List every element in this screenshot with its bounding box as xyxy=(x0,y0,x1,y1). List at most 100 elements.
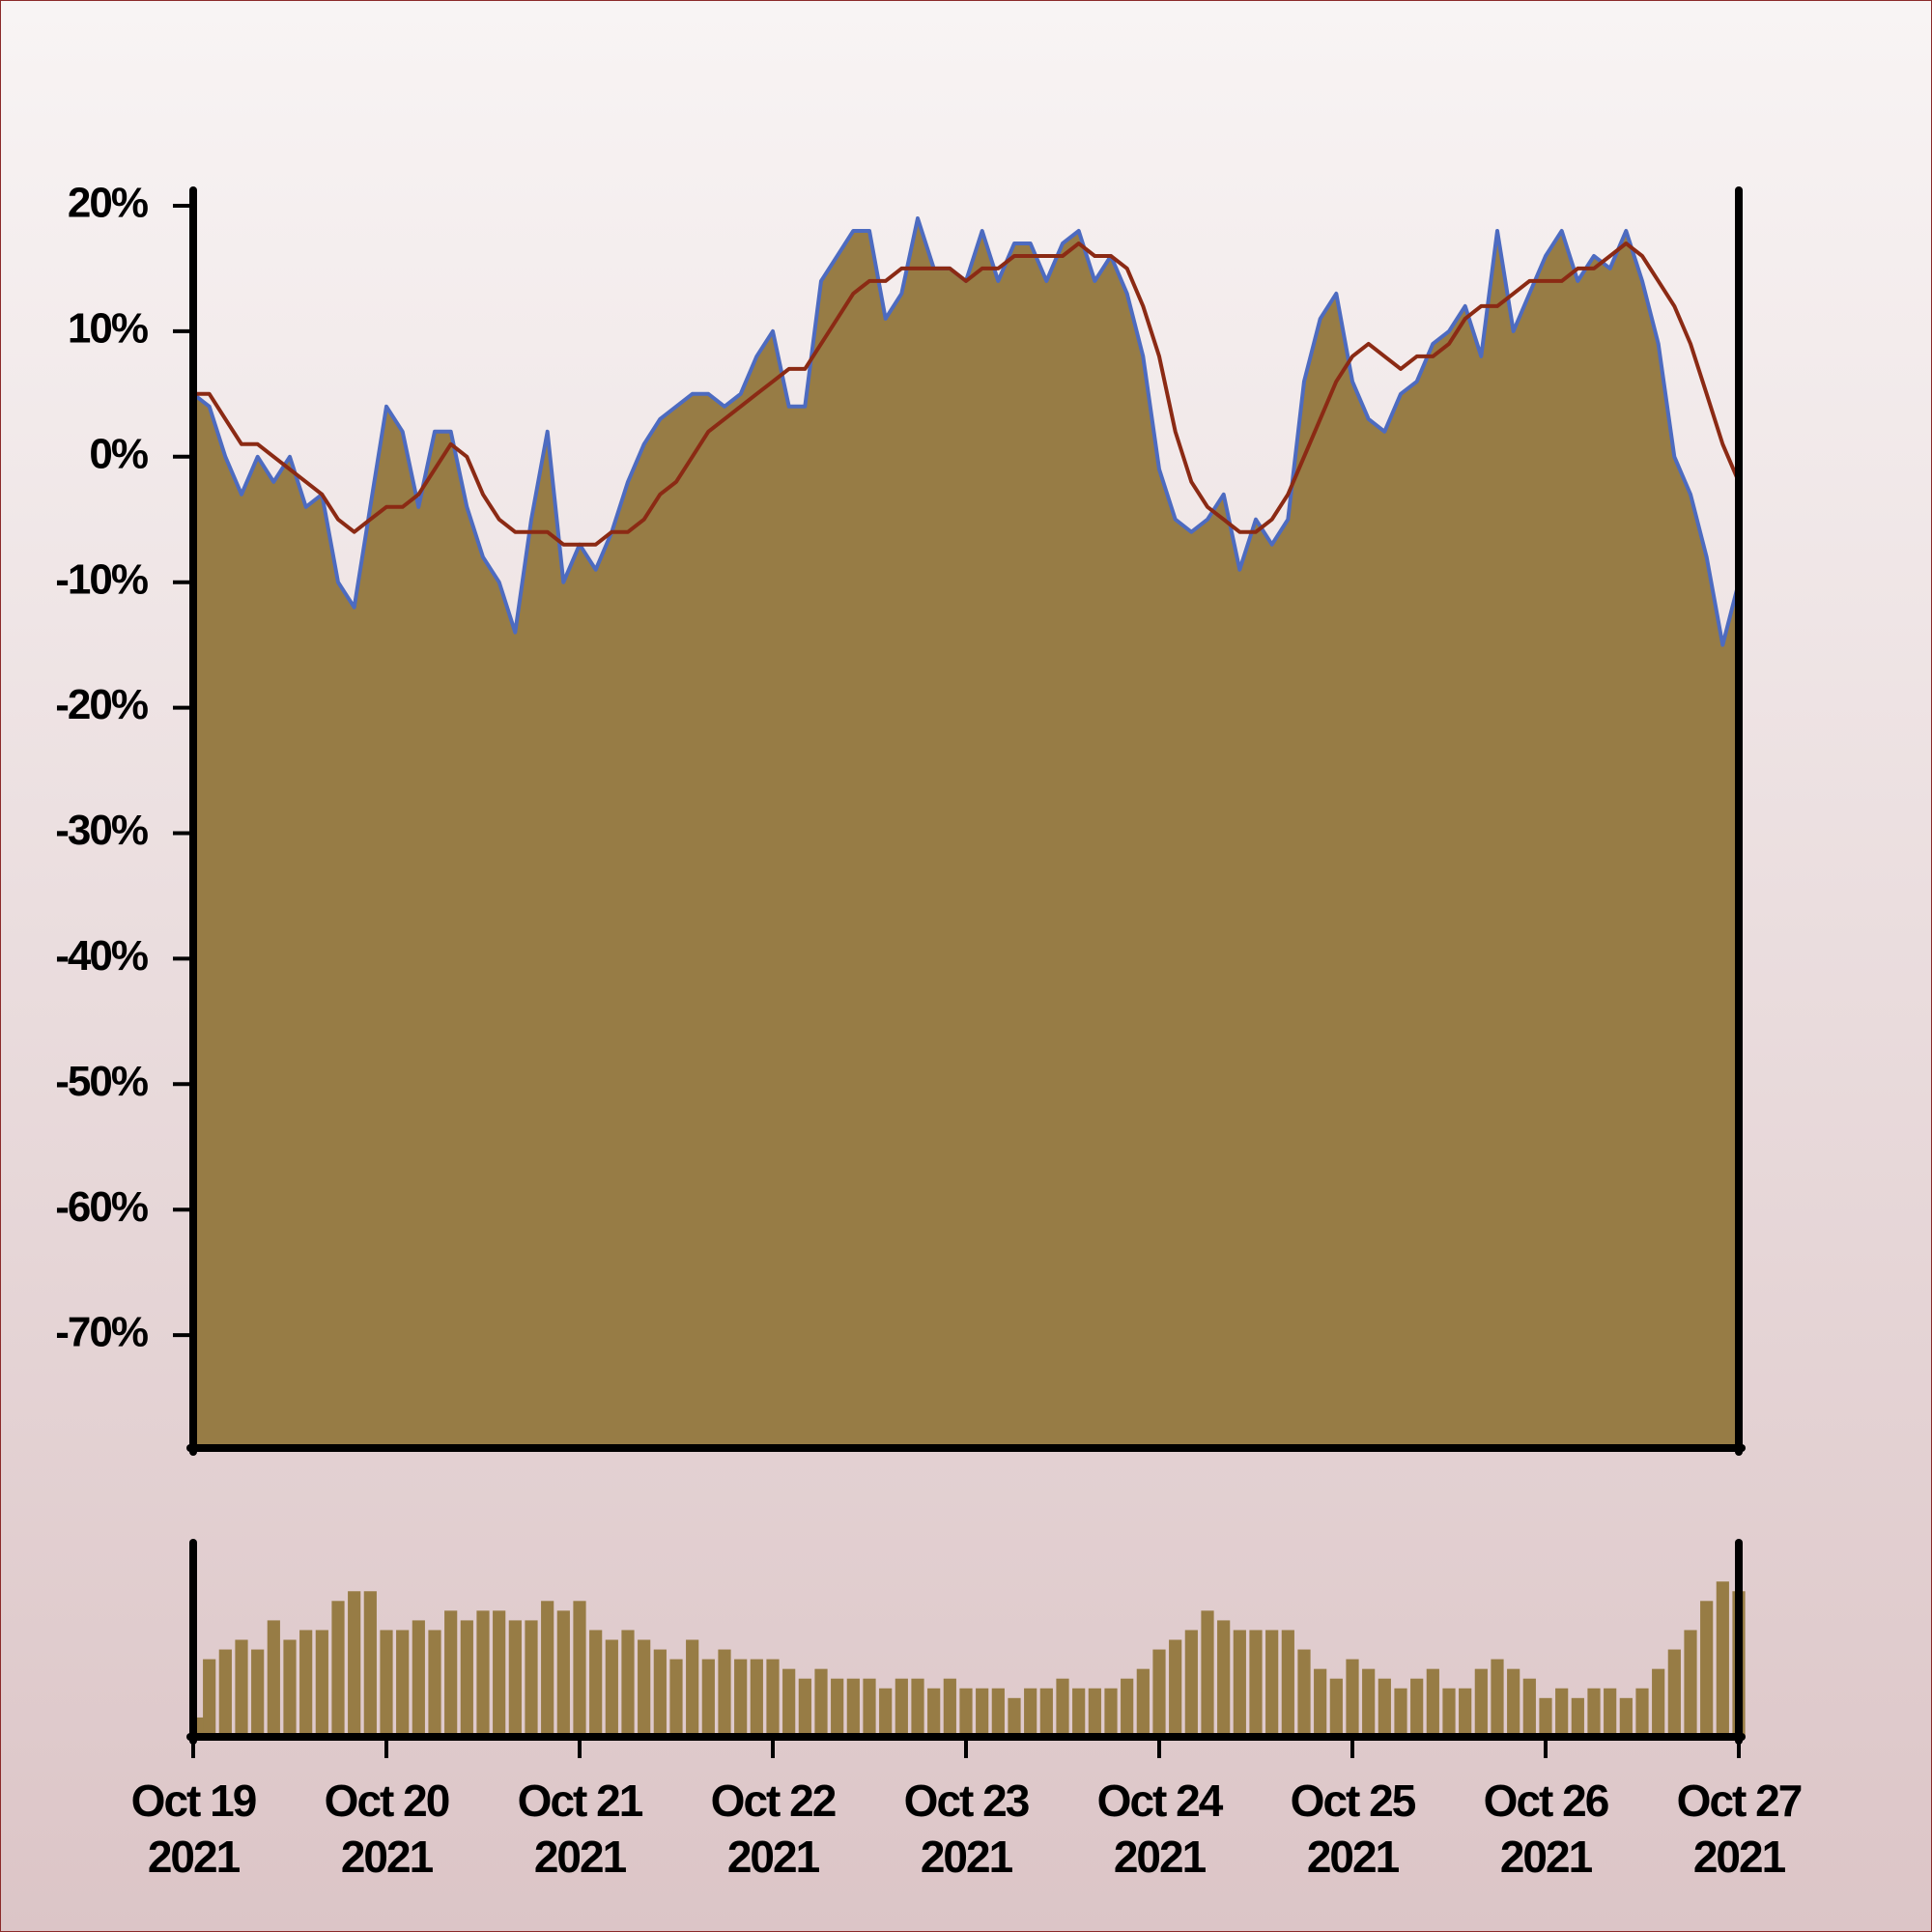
volume-bar xyxy=(203,1659,216,1737)
volume-bar xyxy=(556,1610,570,1737)
volume-bar xyxy=(605,1639,618,1737)
moving-average-line xyxy=(193,242,1741,547)
volume-bar xyxy=(1024,1688,1037,1737)
volume-bar xyxy=(1700,1601,1714,1737)
volume-bar xyxy=(1362,1668,1376,1737)
volume-bar xyxy=(493,1610,506,1737)
volume-bar xyxy=(1410,1678,1424,1737)
x-tick-label: Oct 21 2021 xyxy=(517,1776,644,1882)
y-tick-label: 0% xyxy=(89,430,147,477)
volume-bar xyxy=(959,1688,973,1737)
volume-bar xyxy=(1008,1697,1021,1737)
volume-bar xyxy=(1604,1688,1617,1737)
volume-bar xyxy=(1459,1688,1472,1737)
volume-bar xyxy=(1635,1688,1649,1737)
volume-bar xyxy=(218,1649,232,1737)
volume-bar xyxy=(1667,1649,1681,1737)
volume-bar xyxy=(235,1639,248,1737)
x-tick-label: Oct 26 2021 xyxy=(1483,1776,1610,1882)
x-tick-label: Oct 19 2021 xyxy=(130,1776,258,1882)
volume-bar xyxy=(1281,1630,1294,1737)
volume-bar xyxy=(863,1678,876,1737)
volume-bar xyxy=(1233,1630,1246,1737)
volume-bar xyxy=(508,1620,522,1737)
volume-bar xyxy=(315,1630,328,1737)
volume-bar xyxy=(927,1688,941,1737)
volume-bar xyxy=(1491,1659,1504,1737)
volume-bar xyxy=(428,1630,441,1737)
volume-bar xyxy=(814,1668,828,1737)
volume-bar xyxy=(589,1630,603,1737)
volume-bar xyxy=(1184,1630,1198,1737)
volume-bar xyxy=(1104,1688,1118,1737)
volume-bar xyxy=(380,1630,393,1737)
volume-bar xyxy=(718,1649,731,1737)
volume-bar xyxy=(1297,1649,1311,1737)
area xyxy=(193,218,1739,1448)
volume-bar xyxy=(1652,1668,1665,1737)
volume-bar xyxy=(396,1630,410,1737)
volume-bar xyxy=(798,1678,811,1737)
volume-bar xyxy=(460,1620,473,1737)
volume-bar xyxy=(943,1678,956,1737)
x-tick-label: Oct 22 2021 xyxy=(710,1776,838,1882)
volume-bar xyxy=(1169,1639,1182,1737)
volume-bar xyxy=(1619,1697,1633,1737)
volume-bar xyxy=(621,1630,635,1737)
volume-bar xyxy=(1201,1610,1214,1737)
volume-bar xyxy=(267,1620,280,1737)
x-tick-label: Oct 24 2021 xyxy=(1096,1776,1224,1882)
volume-bar xyxy=(1249,1630,1263,1737)
y-tick-label: 20% xyxy=(68,180,148,227)
volume-bar xyxy=(1329,1678,1343,1737)
volume-bar xyxy=(976,1688,989,1737)
volume-bar xyxy=(1522,1678,1536,1737)
volume-bar xyxy=(1684,1630,1697,1737)
y-tick-label: 10% xyxy=(68,305,148,353)
y-tick-label: -10% xyxy=(55,555,148,603)
volume-bar xyxy=(734,1659,748,1737)
volume-bar xyxy=(363,1591,377,1737)
volume-bar xyxy=(846,1678,860,1737)
x-tick-label: Oct 25 2021 xyxy=(1290,1776,1417,1882)
volume-bar xyxy=(1571,1697,1584,1737)
x-tick-label: Oct 20 2021 xyxy=(324,1776,451,1882)
volume-bar xyxy=(1539,1697,1552,1737)
volume-bar xyxy=(541,1601,554,1737)
y-tick-label: -40% xyxy=(55,932,148,980)
volume-bar xyxy=(348,1591,361,1737)
volume-bar xyxy=(1136,1668,1150,1737)
volume-bar xyxy=(653,1649,667,1737)
volume-bar xyxy=(1474,1668,1488,1737)
y-tick-label: -70% xyxy=(55,1309,148,1356)
y-tick-label: -20% xyxy=(55,681,148,728)
volume-bar xyxy=(525,1620,538,1737)
volume-bar xyxy=(1088,1688,1101,1737)
volume-bar xyxy=(331,1601,345,1737)
volume-bar xyxy=(1265,1630,1279,1737)
volume-bar xyxy=(1394,1688,1407,1737)
volume-bar xyxy=(573,1601,586,1737)
volume-bar xyxy=(879,1688,893,1737)
volume-bar xyxy=(1072,1688,1086,1737)
volume-bar xyxy=(444,1610,458,1737)
volume-bar xyxy=(1716,1581,1729,1737)
y-tick-label: -30% xyxy=(55,807,148,854)
volume-bar xyxy=(476,1610,490,1737)
volume-bar xyxy=(1217,1620,1231,1737)
volume-bar xyxy=(1152,1649,1166,1737)
volume-bar xyxy=(911,1678,924,1737)
volume-bar xyxy=(895,1678,908,1737)
volume-bar xyxy=(412,1620,425,1737)
y-tick-label: -60% xyxy=(55,1183,148,1231)
volume-bar xyxy=(1121,1678,1134,1737)
volume-bar xyxy=(299,1630,313,1737)
volume-bar xyxy=(782,1668,796,1737)
volume-bar xyxy=(638,1639,651,1737)
volume-bar xyxy=(1346,1659,1359,1737)
volume-bar xyxy=(1507,1668,1520,1737)
volume-bar xyxy=(1587,1688,1601,1737)
volume-bar xyxy=(1039,1688,1053,1737)
